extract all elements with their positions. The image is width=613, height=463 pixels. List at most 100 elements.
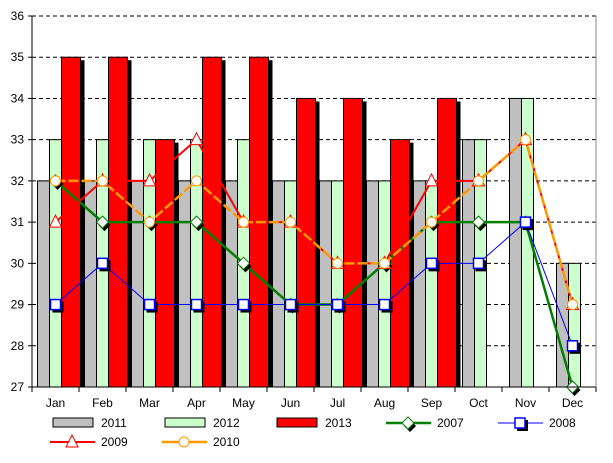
legend-item-2011: 2011	[52, 416, 127, 430]
bar-2012	[425, 180, 438, 388]
legend-label: 2011	[101, 416, 127, 430]
y-tick-label: 32	[11, 174, 25, 188]
circle-marker	[144, 216, 155, 228]
legend-item-2010: 2010	[162, 435, 240, 449]
diamond-marker	[471, 215, 486, 229]
x-tick-label: Aug	[374, 396, 395, 410]
circle-marker	[379, 257, 390, 269]
bar-2011	[319, 180, 332, 388]
x-tick-label: Oct	[469, 396, 488, 410]
x-tick-label: Dec	[562, 396, 583, 410]
bar-2012	[378, 180, 391, 388]
point-2007	[95, 215, 111, 232]
bar-2013	[437, 97, 457, 388]
bar-2011	[225, 180, 238, 388]
point-2010	[285, 216, 296, 228]
point-2008	[472, 257, 487, 272]
legend-swatch	[276, 417, 318, 428]
point-2007	[471, 215, 487, 232]
square-marker	[49, 298, 62, 311]
legend-label: 2009	[101, 435, 128, 449]
circle-marker	[332, 257, 343, 269]
square-marker	[378, 298, 391, 311]
square-marker	[190, 298, 203, 311]
point-2010	[144, 216, 155, 228]
point-2008	[331, 298, 346, 313]
legend-item-2008: 2008	[498, 416, 576, 431]
point-2009	[48, 213, 63, 228]
point-2010	[567, 299, 578, 311]
square-marker	[514, 417, 526, 429]
triangle-marker	[48, 213, 63, 228]
y-tick-label: 34	[11, 91, 25, 105]
circle-marker	[191, 175, 202, 187]
y-tick-label: 33	[11, 133, 25, 147]
triangle-marker	[189, 131, 204, 146]
circle-marker	[238, 216, 249, 228]
y-tick-label: 31	[11, 215, 25, 229]
point-2010	[238, 216, 249, 228]
legend-label: 2012	[213, 416, 240, 430]
point-2008	[378, 298, 393, 313]
y-tick-label: 36	[11, 9, 25, 23]
circle-marker	[97, 175, 108, 187]
bar-2013	[155, 139, 175, 388]
y-tick-label: 27	[11, 380, 25, 394]
circle-marker	[426, 216, 437, 228]
legend-marker	[401, 416, 416, 432]
y-tick-label: 28	[11, 339, 25, 353]
legend-item-2012: 2012	[164, 416, 240, 430]
bar-2011	[178, 180, 191, 388]
bar-2011	[413, 180, 426, 388]
triangle-marker	[424, 172, 439, 187]
legend-label: 2013	[325, 416, 352, 430]
legend-label: 2008	[549, 416, 576, 430]
legend-item-2013: 2013	[276, 416, 352, 430]
legend-item-2007: 2007	[386, 416, 464, 432]
x-tick-label: May	[232, 396, 255, 410]
point-2010	[379, 257, 390, 269]
triangle-marker	[142, 172, 157, 187]
point-2008	[566, 340, 581, 354]
point-2009	[142, 172, 157, 187]
point-2008	[190, 298, 205, 313]
bar-2011	[509, 97, 522, 388]
point-2008	[425, 257, 440, 272]
circle-marker	[50, 175, 61, 187]
lines	[48, 131, 581, 396]
bar-2011	[37, 180, 50, 388]
point-2010	[473, 175, 484, 187]
square-marker	[237, 298, 250, 311]
x-tick-label: Nov	[515, 396, 536, 410]
circle-marker	[178, 436, 190, 448]
circle-marker	[473, 175, 484, 187]
legend-swatch	[164, 417, 206, 428]
square-marker	[425, 257, 438, 270]
point-2008	[519, 216, 534, 231]
legend-marker	[514, 417, 528, 431]
legend: 2011 2012 2013 2007 2008 2009 2010	[50, 416, 576, 449]
point-2010	[332, 257, 343, 269]
point-2010	[97, 175, 108, 187]
line-2008	[55, 221, 573, 346]
y-tick-label: 35	[11, 50, 25, 64]
point-2009	[189, 131, 204, 146]
x-tick-label: Jan	[46, 396, 65, 410]
point-2009	[424, 172, 439, 187]
x-tick-label: Jun	[281, 396, 300, 410]
legend-label: 2010	[213, 435, 240, 449]
diamond-marker	[236, 256, 251, 271]
x-tick-label: Apr	[187, 396, 206, 410]
bar-2013	[390, 139, 410, 388]
square-marker	[519, 216, 532, 228]
axes: 27 28 29 30 31 32 33 34 35 36 Jan Feb Mar Apr May Jun Ju…	[11, 9, 597, 410]
diamond-marker	[401, 416, 415, 430]
point-2007	[236, 256, 252, 273]
diamond-marker	[189, 215, 204, 229]
diamond-marker	[95, 215, 110, 229]
square-marker	[284, 298, 297, 311]
square-marker	[566, 340, 579, 352]
legend-swatch	[52, 417, 94, 428]
point-2010	[426, 216, 437, 228]
